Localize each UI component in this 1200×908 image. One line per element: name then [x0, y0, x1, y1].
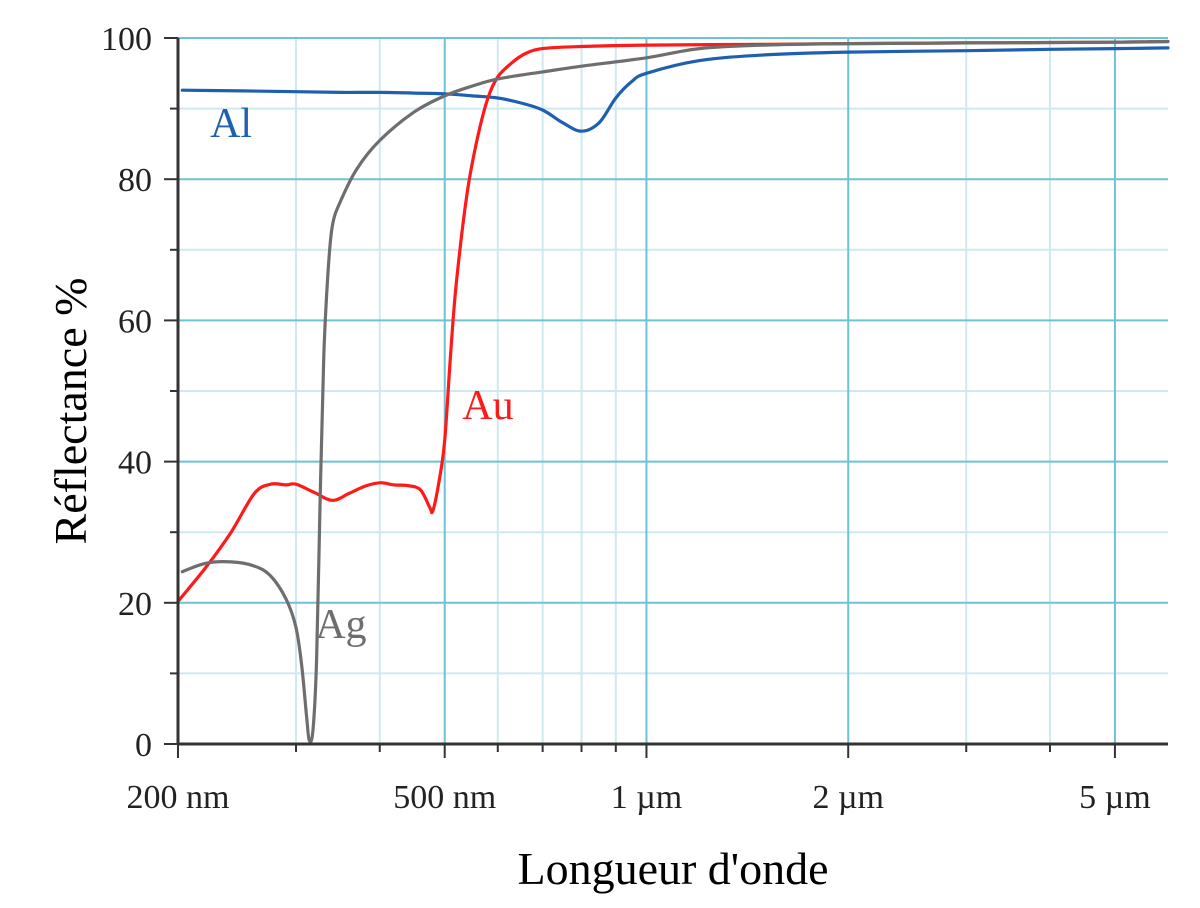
- x-tick-label: 200 nm: [127, 779, 230, 816]
- y-axis-title: Réflectance %: [45, 278, 96, 545]
- tick-labels: 0 20 40 60 80 100 200 nm 500 nm 1 µm 2 µm 5 µm: [101, 21, 1151, 816]
- minor-gridlines: [178, 38, 1168, 744]
- y-tick-label: 40: [118, 445, 152, 482]
- series-lines: [176, 39, 1170, 744]
- y-tick-label: 80: [118, 162, 152, 199]
- y-tick-label: 100: [101, 21, 152, 58]
- x-tick-label: 5 µm: [1079, 779, 1151, 816]
- series-label-al: Al: [210, 101, 252, 147]
- y-tick-label: 60: [118, 303, 152, 340]
- x-tick-label: 500 nm: [393, 779, 496, 816]
- x-axis-title: Longueur d'onde: [517, 843, 828, 894]
- y-tick-label: 0: [135, 727, 152, 764]
- series-line-al: [180, 46, 1170, 133]
- series-line-ag: [180, 39, 1170, 744]
- series-line-au: [176, 39, 1170, 603]
- x-tick-label: 1 µm: [611, 779, 683, 816]
- series-label-ag: Ag: [315, 602, 366, 648]
- x-tick-label: 2 µm: [812, 779, 884, 816]
- tick-marks: [164, 37, 1116, 758]
- y-tick-label: 20: [118, 586, 152, 623]
- series-labels: Al Au Ag: [210, 101, 514, 648]
- series-label-au: Au: [462, 383, 513, 429]
